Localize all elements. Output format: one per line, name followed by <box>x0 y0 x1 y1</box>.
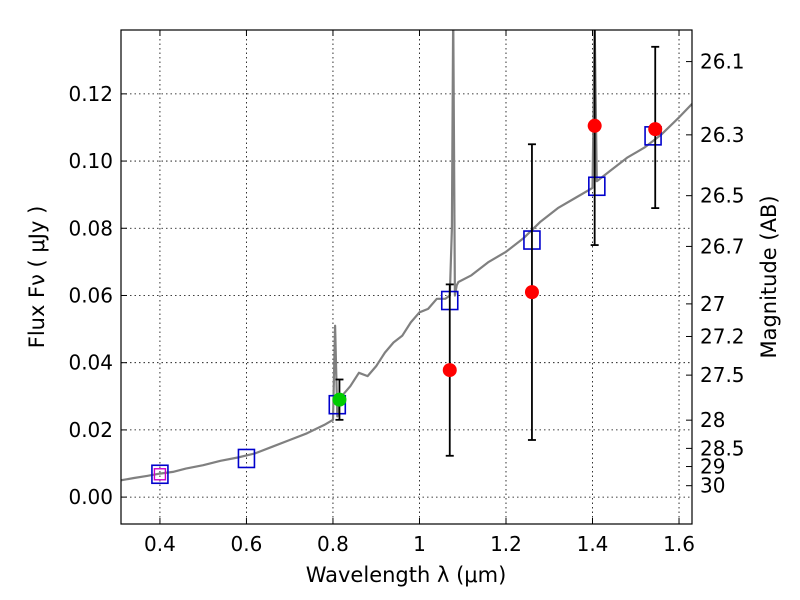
x-tick-label: 1 <box>413 532 426 556</box>
x-axis-title: Wavelength λ (μm) <box>306 563 507 587</box>
right-tick-label: 27.5 <box>700 363 745 387</box>
detection-point <box>524 285 539 300</box>
right-tick-label: 29 <box>700 455 725 479</box>
y-tick-label: 0.02 <box>68 418 113 442</box>
right-tick-label: 26.7 <box>700 234 745 258</box>
x-tick-label: 0.6 <box>231 532 263 556</box>
y-tick-label: 0.00 <box>68 485 113 509</box>
y-tick-label: 0.08 <box>68 216 113 240</box>
right-tick-label: 28 <box>700 408 725 432</box>
y-tick-label: 0.06 <box>68 283 113 307</box>
right-tick-label: 27 <box>700 292 725 316</box>
optical-point <box>332 392 347 407</box>
x-tick-label: 0.4 <box>144 532 176 556</box>
right-tick-label: 26.3 <box>700 123 745 147</box>
right-tick-label: 26.5 <box>700 184 745 208</box>
plot-area <box>121 30 692 485</box>
x-tick-label: 1.4 <box>577 532 609 556</box>
right-tick-label: 27.2 <box>700 324 745 348</box>
x-tick-label: 1.2 <box>490 532 522 556</box>
x-tick-label: 0.8 <box>317 532 349 556</box>
right-axis-title: Magnitude (AB) <box>757 195 781 358</box>
faint-square-marker <box>153 468 167 481</box>
detection-point <box>587 118 602 133</box>
axes-ticks: 0.4 0.6 0.8 1 1.2 1.4 1.6 0.00 0.02 0.04 0.06 0.08 0… <box>68 30 745 556</box>
right-tick-label: 30 <box>700 474 725 498</box>
model-square-marker <box>237 448 256 469</box>
y-tick-label: 0.10 <box>68 149 113 173</box>
right-tick-label: 28.5 <box>700 436 745 460</box>
model-square-marker <box>151 464 169 485</box>
y-tick-label: 0.12 <box>68 82 113 106</box>
detection-point <box>648 122 663 137</box>
sed-model-line <box>121 30 692 482</box>
model-square-marker <box>588 176 606 197</box>
x-tick-label: 1.6 <box>663 532 695 556</box>
right-tick-label: 26.1 <box>700 50 745 74</box>
y-tick-label: 0.04 <box>68 351 113 375</box>
plot-frame <box>120 29 693 525</box>
detection-point <box>442 363 457 378</box>
y-axis-title: Flux Fν ( μJy ) <box>25 206 49 349</box>
